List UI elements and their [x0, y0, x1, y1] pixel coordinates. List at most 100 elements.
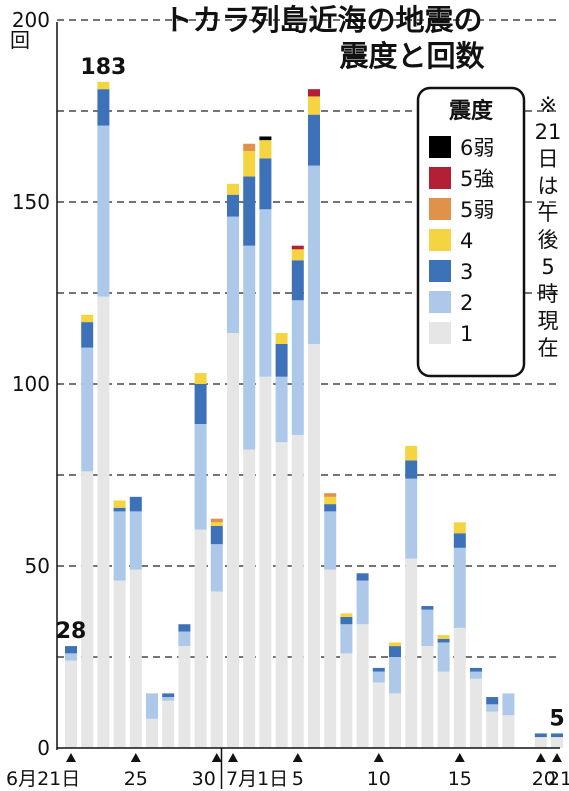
- note-char: ※: [539, 93, 557, 117]
- x-tick-marker: [66, 753, 76, 762]
- bar-segment: [210, 591, 223, 748]
- bar-segment: [437, 638, 450, 643]
- bar-segment: [243, 151, 256, 177]
- bar-segment: [470, 667, 482, 672]
- axes: [56, 22, 560, 789]
- y-tick-label: 200: [12, 8, 50, 32]
- bar-segment: [470, 678, 482, 748]
- bar-segment: [275, 376, 288, 443]
- title-line-2: 震度と回数: [339, 39, 485, 73]
- bar-segment: [308, 96, 320, 115]
- bar-segment: [259, 140, 272, 159]
- bar-segment: [178, 646, 191, 748]
- y-tick-label: 100: [12, 372, 50, 396]
- bar-segment: [324, 496, 337, 505]
- bar-segment: [453, 533, 466, 548]
- bar-segment: [291, 245, 304, 250]
- bar-segment: [291, 300, 304, 435]
- bar-segment: [421, 646, 434, 748]
- note-char: 日: [538, 147, 559, 171]
- legend-label: 3: [460, 260, 473, 284]
- x-tick-marker: [211, 753, 222, 762]
- bar-segment: [324, 504, 337, 512]
- bar-segment: [113, 500, 126, 508]
- bar-segment: [275, 442, 288, 748]
- bar-segment: [129, 496, 142, 512]
- bar-segment: [340, 616, 353, 625]
- bar-segment: [389, 646, 401, 657]
- bar-segment: [453, 522, 466, 534]
- bar-segment: [227, 194, 239, 217]
- bar-segment: [324, 493, 337, 497]
- bar-segment: [324, 511, 337, 570]
- bar-segment: [340, 624, 353, 654]
- bar-segment: [210, 518, 223, 523]
- bar-segment: [194, 373, 207, 384]
- bar-segment: [340, 613, 353, 617]
- bar-segment: [405, 460, 418, 479]
- bar-segment: [146, 693, 158, 719]
- x-tick-label: 20: [532, 768, 556, 790]
- bar-segment: [146, 718, 158, 748]
- data-label: 5: [549, 706, 564, 731]
- legend-label: 1: [460, 322, 473, 346]
- bar-segment: [421, 609, 434, 647]
- bar-segment: [210, 544, 223, 592]
- bar-segment: [81, 322, 94, 348]
- x-tick-marker: [552, 753, 562, 762]
- bar-segment: [356, 573, 369, 581]
- bar-segment: [291, 249, 304, 261]
- bar-segment: [324, 569, 337, 748]
- x-tick-label: 6月21日: [6, 768, 80, 790]
- bar-segment: [486, 697, 499, 705]
- bar-segment: [453, 547, 466, 628]
- legend: 震度 6弱 5強 5弱 4 3 2 1: [416, 86, 526, 378]
- bar-segment: [178, 631, 191, 647]
- y-tick-label: 0: [37, 736, 50, 760]
- y-unit-label: 回: [10, 28, 30, 52]
- bar-segment: [340, 653, 353, 748]
- bar-segment: [405, 445, 418, 461]
- note-char: 現: [538, 309, 559, 333]
- bar-segment: [162, 700, 175, 748]
- bar-segment: [194, 384, 207, 425]
- bar-segment: [97, 89, 110, 126]
- bar-segment: [437, 635, 450, 639]
- bar-segment: [453, 627, 466, 748]
- bar-segment: [227, 216, 239, 334]
- bar-segment: [81, 314, 94, 323]
- x-tick-marker: [535, 753, 546, 762]
- bar-segment: [308, 89, 320, 97]
- note-char: 午: [538, 201, 559, 225]
- x-tick-label: 21: [548, 768, 569, 790]
- bar-segment: [194, 424, 207, 530]
- chart-title: トカラ列島近海の地震の 震度と回数: [163, 3, 485, 73]
- bar-segment: [551, 733, 563, 738]
- legend-swatch: [429, 229, 451, 251]
- x-tick-marker: [228, 753, 238, 762]
- bar-segment: [81, 347, 94, 472]
- bar-segment: [113, 507, 126, 512]
- bars: [65, 81, 563, 748]
- bar-segment: [534, 733, 547, 738]
- bar-segment: [97, 81, 110, 90]
- bar-segment: [162, 693, 175, 698]
- bar-segment: [291, 260, 304, 301]
- bar-segment: [97, 125, 110, 297]
- bar-segment: [259, 136, 272, 141]
- bar-segment: [308, 165, 320, 344]
- data-label: 183: [80, 55, 126, 80]
- bar-segment: [486, 711, 499, 748]
- bar-segment: [259, 158, 272, 210]
- note-char: 在: [538, 336, 559, 360]
- bar-segment: [389, 693, 401, 748]
- legend-label: 5強: [460, 167, 494, 191]
- bar-segment: [227, 183, 239, 195]
- legend-label: 5弱: [460, 198, 494, 222]
- data-label: 28: [56, 619, 87, 644]
- legend-swatch: [429, 260, 451, 282]
- bar-segment: [437, 642, 450, 672]
- bar-segment: [210, 525, 223, 545]
- legend-swatch: [429, 322, 451, 344]
